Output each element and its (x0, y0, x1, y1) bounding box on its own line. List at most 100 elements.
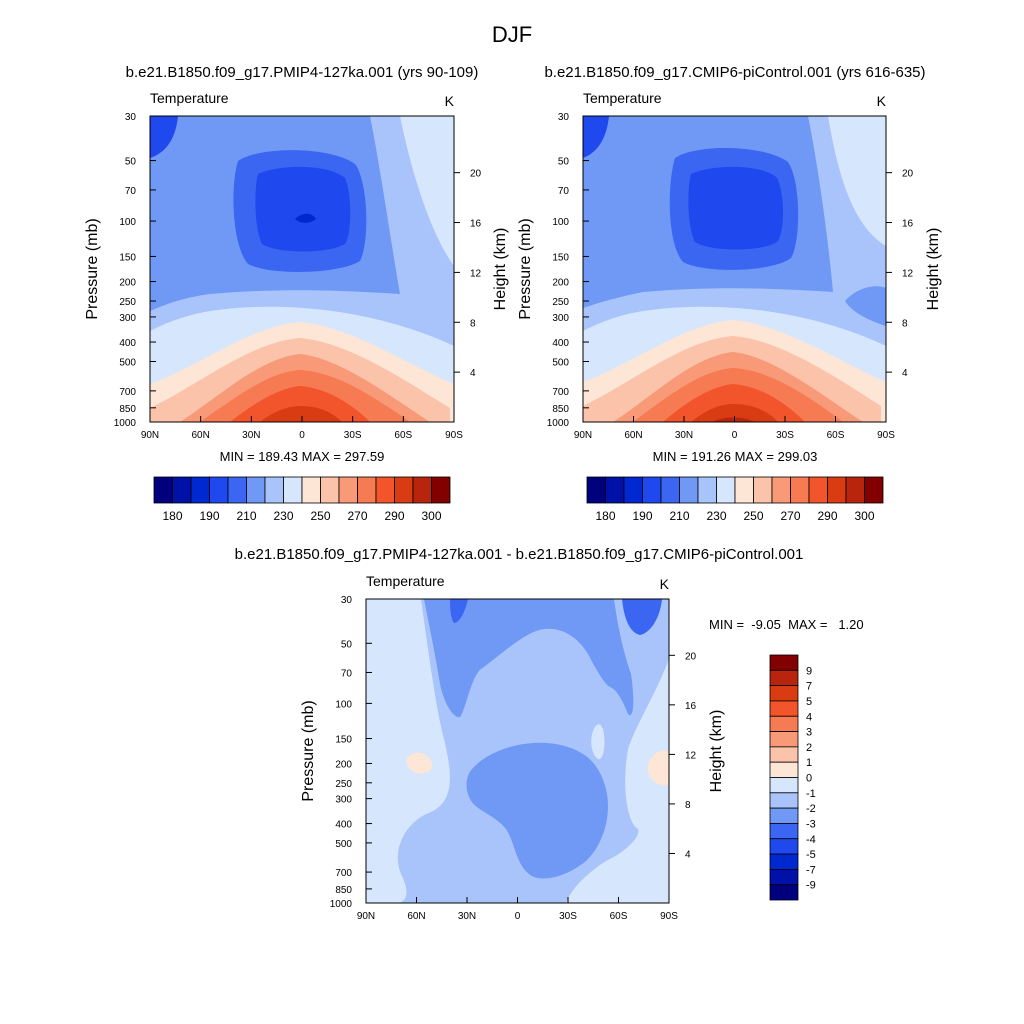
panel-c-colorbar-box-13 (769, 853, 799, 870)
panel-b-ytick-right-label-2: 12 (902, 268, 914, 279)
panel-c-ytick-label-6: 250 (335, 779, 352, 790)
panel-b-ytick-right-label-4: 4 (902, 368, 908, 379)
panel-a-colorbar-box-1 (172, 476, 192, 504)
panel-c-label-left: Temperature (366, 573, 445, 589)
panel-a-ytick-label-10: 700 (119, 387, 136, 398)
panel-a-ytick-label-5: 200 (119, 278, 136, 289)
panel-a-label-right: K (445, 93, 455, 109)
panel-c-ytick-label-7: 300 (335, 795, 352, 806)
panel-c-xtick-label-3: 0 (515, 911, 521, 922)
panel-a-colorbar-label-6: 290 (384, 509, 404, 523)
panel-a-colorbar-box-4 (227, 476, 247, 504)
panel-a-colorbar-label-1: 190 (199, 509, 219, 523)
panel-c-band-plus1-b (647, 750, 669, 786)
panel-c-colorbar-label-3: 4 (806, 711, 812, 723)
panel-a-colorbar-label-0: 180 (162, 509, 182, 523)
panel-c-colorbar-box-0 (769, 654, 799, 671)
panel-c-ytick-label-12: 1000 (330, 899, 353, 910)
panel-c-colorbar-box-14 (769, 868, 799, 886)
panel-b-xtick-label-0: 90N (574, 430, 592, 441)
panel-a-axes: 30 50 70 100 150 200 250 300 400 500 700 850 1000 20 1… (114, 112, 482, 441)
panel-a-ytick-label-4: 150 (119, 252, 136, 263)
panel-b-band-190b (845, 286, 886, 326)
panel-b-colorbar-box-10 (771, 476, 791, 504)
panel-b-ytick-label-7: 300 (552, 313, 569, 324)
panel-c-ytick-label-10: 700 (335, 868, 352, 879)
panel-a-ytick-label-12: 1000 (114, 418, 137, 429)
panel-c-colorbar-box-8 (769, 777, 799, 794)
panel-a-colorbar-box-8 (301, 476, 321, 504)
panel-c-colorbar-box-6 (769, 746, 799, 763)
panel-c-ytick-right-label-3: 8 (685, 800, 691, 811)
panel-c-colorbar-box-4 (769, 715, 799, 732)
panel-b-colorbar-label-6: 290 (817, 509, 837, 523)
panel-c-stats: MIN = -9.05 MAX = 1.20 (709, 617, 864, 632)
panel-a-band-cold-corner (150, 116, 178, 158)
panel-b-ylabel-right: Height (km) (925, 228, 942, 311)
panel-b-ytick-label-10: 700 (552, 387, 569, 398)
panel-b-ytick-right-label-0: 20 (902, 169, 914, 180)
panel-a-colorbar-box-0 (153, 476, 173, 504)
panel-c-colorbar-box-1 (769, 669, 799, 687)
panel-b-ytick-right-label-3: 8 (902, 318, 908, 329)
panel-c-colorbar-label-11: -4 (806, 834, 816, 846)
panel-a-xtick-label-2: 30N (242, 430, 260, 441)
panel-b-ytick-label-12: 1000 (547, 418, 570, 429)
panel-c-colorbar-box-3 (769, 700, 799, 717)
panel-b-ytick-label-3: 100 (552, 217, 569, 228)
panel-a: b.e21.B1850.f09_g17.PMIP4-127ka.001 (yrs… (84, 64, 509, 523)
panel-a-band-warm-6 (260, 406, 342, 422)
panel-c-band-0-lowerright (596, 839, 669, 903)
panel-b-xtick-label-1: 60N (624, 430, 642, 441)
panel-b-ytick-label-6: 250 (552, 297, 569, 308)
panel-b-ytick-label-1: 50 (558, 157, 570, 168)
panel-c-ytick-label-1: 50 (341, 639, 353, 650)
panel-a-colorbar-box-3 (209, 476, 229, 504)
panel-c-ylabel-right: Height (km) (708, 710, 725, 793)
panel-c-ytick-right-label-2: 12 (685, 750, 697, 761)
panel-c-colorbar-box-15 (769, 884, 799, 901)
panel-b-ytick-label-9: 500 (552, 358, 569, 369)
panel-c-ytick-label-3: 100 (335, 699, 352, 710)
panel-b-colorbar-box-12 (808, 476, 828, 504)
panel-a-colorbar-box-5 (246, 476, 266, 504)
panel-b-axes: 30 50 70 100 150 200 250 300 400 500 700 850 1000 20 1… (547, 112, 914, 441)
panel-b-xtick-label-6: 90S (877, 430, 895, 441)
panel-b-band-cold-corner (583, 116, 609, 158)
panel-a-ylabel-right: Height (km) (492, 228, 509, 311)
panel-a-ytick-right-label-2: 12 (470, 268, 482, 279)
panel-c-ytick-right-label-1: 16 (685, 701, 697, 712)
panel-b-colorbar-box-6 (697, 476, 717, 504)
panel-a-xtick-label-3: 0 (299, 430, 305, 441)
panel-b-colorbar-box-7 (716, 476, 736, 504)
panel-c-xtick-label-1: 60N (407, 911, 425, 922)
panel-b-colorbar-label-4: 250 (743, 509, 763, 523)
panel-c-colorbar-label-0: 9 (806, 665, 812, 677)
panel-b-band-170 (688, 166, 783, 250)
panel-b-xtick-label-5: 60S (827, 430, 845, 441)
panel-c-xtick-label-5: 60S (610, 911, 628, 922)
panel-c-colorbar-box-7 (769, 761, 799, 778)
panel-b-xtick-label-4: 30S (776, 430, 794, 441)
panel-c-colorbar-label-2: 5 (806, 696, 812, 708)
panel-b-colorbar-label-1: 190 (632, 509, 652, 523)
panel-c: b.e21.B1850.f09_g17.PMIP4-127ka.001 - b.… (235, 546, 864, 922)
panel-b-colorbar-box-3 (642, 476, 662, 504)
panel-b-ytick-right-label-1: 16 (902, 219, 914, 230)
panel-c-colorbar-box-12 (769, 838, 799, 855)
panel-b-xtick-label-3: 0 (732, 430, 738, 441)
panel-c-xtick-label-0: 90N (357, 911, 375, 922)
panel-b-band-warm-6 (691, 404, 778, 422)
panel-c-ytick-label-4: 150 (335, 735, 352, 746)
panel-a-ytick-label-11: 850 (119, 404, 136, 415)
panel-c-colorbar-box-5 (769, 731, 799, 748)
panel-a-xtick-label-5: 60S (394, 430, 412, 441)
panel-b-colorbar-box-9 (753, 476, 773, 504)
panel-a-stats: MIN = 189.43 MAX = 297.59 (220, 449, 385, 464)
panel-c-colorbar-label-9: -2 (806, 803, 816, 815)
panel-c-xtick-label-2: 30N (458, 911, 476, 922)
panel-b-ytick-label-8: 400 (552, 338, 569, 349)
panel-c-band-0-islet (591, 724, 605, 760)
panel-a-colorbar-label-7: 300 (421, 509, 441, 523)
